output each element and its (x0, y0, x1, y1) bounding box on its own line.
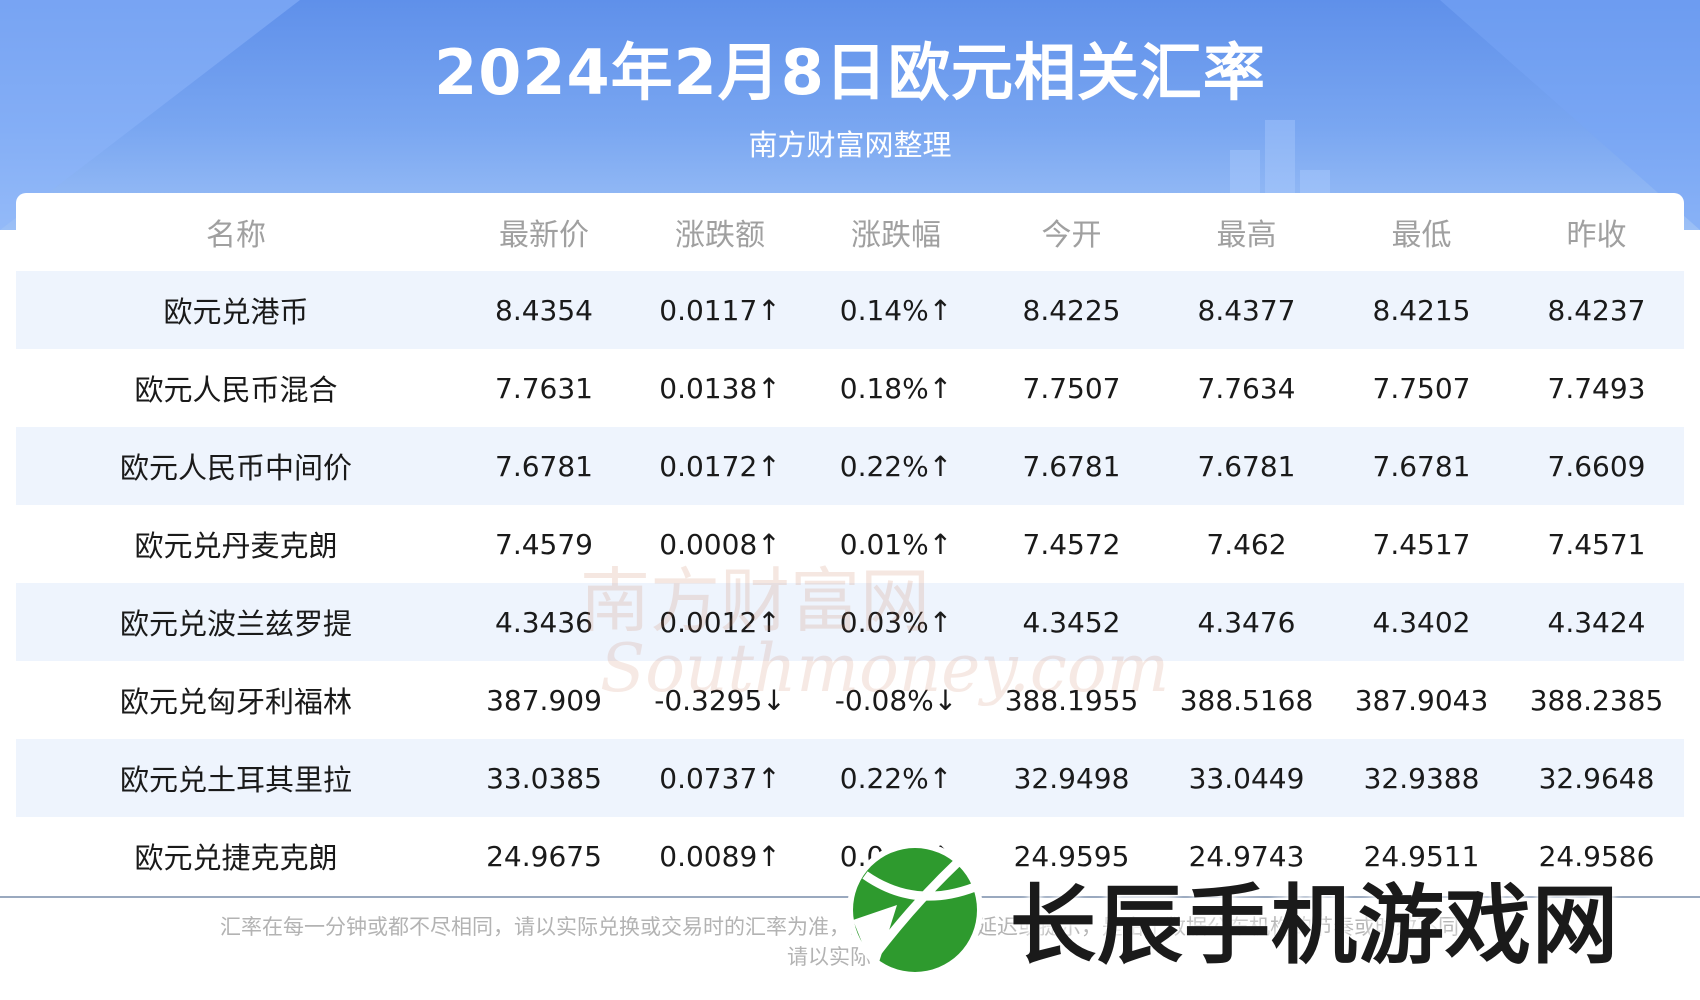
rate-cell-open: 7.7507 (1022, 371, 1121, 405)
rate-cell-pct: -0.08%↓ (834, 683, 958, 717)
currency-pair-name: 欧元兑港币 (16, 271, 456, 349)
rate-cell-low: 7.7507 (1372, 371, 1471, 405)
rate-cell-change: 0.0012↑ (632, 583, 808, 661)
rate-cell-low: 24.9511 (1363, 839, 1480, 873)
rate-cell-prev: 8.4237 (1509, 271, 1684, 349)
decorative-shape (1440, 0, 1700, 230)
rate-cell-latest: 7.4579 (495, 527, 593, 561)
rate-cell-latest: 33.0385 (456, 739, 632, 817)
rate-cell-prev: 7.6609 (1509, 427, 1684, 505)
column-header: 昨收 (1566, 218, 1627, 253)
currency-pair-name: 欧元人民币中间价 (16, 427, 456, 505)
rate-cell-open: 24.9595 (1013, 839, 1130, 873)
table-row: 欧元兑港币 8.4354 0.0117↑ 0.14%↑ 8.4225 8.4377 8.42… (16, 271, 1684, 349)
rate-cell-high: 7.6781 (1159, 427, 1334, 505)
rate-cell-pct: 0.14%↑ (808, 271, 984, 349)
rate-cell-prev: 4.3424 (1509, 583, 1684, 661)
rate-cell-low: 32.9388 (1334, 739, 1509, 817)
column-header: 涨跌幅 (851, 218, 941, 253)
column-header: 涨跌额 (675, 218, 765, 253)
table-row: 欧元人民币中间价 7.6781 0.0172↑ 0.22%↑ 7.6781 7.6781 7… (16, 427, 1684, 505)
rate-cell-prev: 24.9586 (1538, 839, 1655, 873)
rate-cell-change: 0.0138↑ (659, 371, 781, 405)
rate-cell-high: 7.7634 (1197, 371, 1296, 405)
rate-cell-pct: 0.18%↑ (839, 371, 953, 405)
rate-cell-open: 32.9498 (984, 739, 1159, 817)
rate-cell-open: 8.4225 (984, 271, 1159, 349)
table-header-row: 名称 最新价 涨跌额 涨跌幅 今开 最高 最低 昨收 (16, 193, 1684, 271)
table-row: 欧元兑土耳其里拉 33.0385 0.0737↑ 0.22%↑ 32.9498 33.04… (16, 739, 1684, 817)
header-banner: 2024年2月8日欧元相关汇率 南方财富网整理 (0, 0, 1700, 230)
decorative-shape (0, 0, 300, 230)
rate-cell-low: 7.4517 (1372, 527, 1471, 561)
rate-cell-prev: 32.9648 (1509, 739, 1684, 817)
rate-cell-low: 4.3402 (1334, 583, 1509, 661)
rate-cell-low: 8.4215 (1334, 271, 1509, 349)
rate-cell-prev: 388.2385 (1529, 683, 1664, 717)
rates-card: 名称 最新价 涨跌额 涨跌幅 今开 最高 最低 昨收 欧元兑港币 8.4354 0.… (16, 193, 1684, 898)
rate-cell-pct: 0.22%↑ (808, 427, 984, 505)
rate-cell-open: 4.3452 (984, 583, 1159, 661)
rate-cell-change: 0.0737↑ (632, 739, 808, 817)
table-row: 欧元人民币混合 7.7631 0.0138↑ 0.18%↑ 7.7507 7.7634 7.… (16, 349, 1684, 427)
rate-cell-high: 8.4377 (1159, 271, 1334, 349)
rate-cell-change: -0.3295↓ (654, 683, 786, 717)
page-subtitle: 南方财富网整理 (748, 128, 952, 162)
rate-cell-high: 24.9743 (1188, 839, 1305, 873)
rate-cell-latest: 7.7631 (495, 371, 593, 405)
watermark-en: Southmoney.com (600, 630, 1170, 707)
brand-name: 长辰手机游戏网 (1010, 876, 1619, 976)
column-header: 最高 (1216, 218, 1277, 253)
rate-cell-open: 7.6781 (984, 427, 1159, 505)
tennis-ball-icon (835, 835, 1005, 985)
table-row: 欧元兑匈牙利福林 387.909 -0.3295↓ -0.08%↓ 388.1955 38… (16, 661, 1684, 739)
rate-cell-prev: 7.4571 (1547, 527, 1646, 561)
currency-pair-name: 欧元兑土耳其里拉 (16, 739, 456, 817)
table-row: 欧元兑波兰兹罗提 4.3436 0.0012↑ 0.03%↑ 4.3452 4.3476 4… (16, 583, 1684, 661)
currency-pair-name: 欧元人民币混合 (134, 373, 338, 407)
rate-cell-low: 387.9043 (1354, 683, 1489, 717)
currency-pair-name: 欧元兑波兰兹罗提 (16, 583, 456, 661)
rate-cell-change: 0.0117↑ (632, 271, 808, 349)
rate-cell-latest: 24.9675 (486, 839, 602, 873)
column-header: 名称 (206, 218, 266, 253)
rate-cell-high: 388.5168 (1179, 683, 1314, 717)
currency-pair-name: 欧元兑丹麦克朗 (134, 529, 338, 563)
rate-cell-change: 0.0008↑ (659, 527, 781, 561)
currency-pair-name: 欧元兑捷克克朗 (134, 841, 338, 875)
rate-cell-change: 0.0172↑ (632, 427, 808, 505)
rate-cell-open: 7.4572 (1022, 527, 1121, 561)
rate-cell-low: 7.6781 (1334, 427, 1509, 505)
rate-cell-latest: 7.6781 (456, 427, 632, 505)
rate-cell-high: 7.462 (1206, 527, 1287, 561)
column-header: 今开 (1041, 218, 1102, 253)
table-row: 欧元兑丹麦克朗 7.4579 0.0008↑ 0.01%↑ 7.4572 7.462 7.4… (16, 505, 1684, 583)
rate-cell-open: 388.1955 (1004, 683, 1139, 717)
rate-cell-prev: 7.7493 (1547, 371, 1646, 405)
rate-cell-high: 4.3476 (1159, 583, 1334, 661)
rates-table: 名称 最新价 涨跌额 涨跌幅 今开 最高 最低 昨收 欧元兑港币 8.4354 0.… (16, 193, 1684, 895)
currency-pair-name: 欧元兑匈牙利福林 (119, 685, 352, 719)
rate-cell-pct: 0.01%↑ (839, 527, 953, 561)
rate-cell-latest: 4.3436 (456, 583, 632, 661)
rate-cell-change: 0.0089↑ (659, 839, 781, 873)
rate-cell-high: 33.0449 (1159, 739, 1334, 817)
column-header: 最新价 (499, 218, 589, 253)
watermark-cn: 南方财富网 (580, 560, 930, 642)
page-title: 2024年2月8日欧元相关汇率 (434, 36, 1266, 109)
column-header: 最低 (1391, 218, 1452, 253)
rate-cell-pct: 0.03%↑ (808, 583, 984, 661)
rate-cell-pct: 0.22%↑ (808, 739, 984, 817)
rate-cell-latest: 8.4354 (456, 271, 632, 349)
rate-cell-latest: 387.909 (486, 683, 602, 717)
